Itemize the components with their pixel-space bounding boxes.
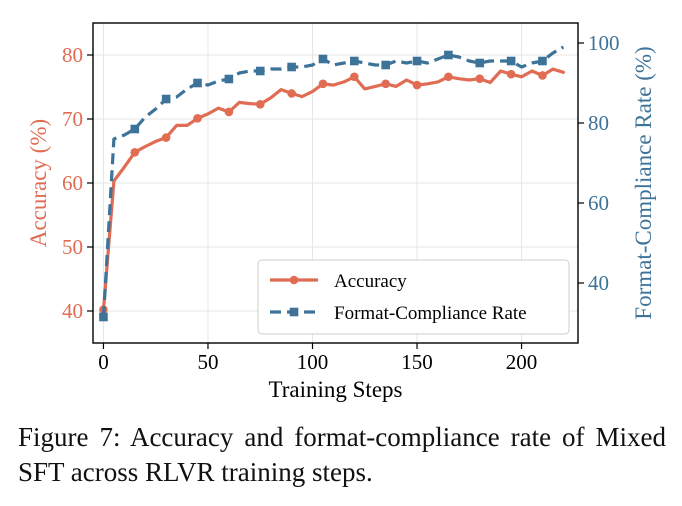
accuracy-marker: [193, 114, 202, 123]
y-right-tick-label: 80: [588, 111, 609, 135]
legend: Accuracy Format-Compliance Rate: [257, 259, 570, 335]
compliance-marker: [161, 94, 171, 104]
accuracy-marker: [161, 133, 171, 142]
compliance-marker: [318, 54, 328, 64]
y-left-tick-label: 60: [62, 171, 83, 195]
x-tick-label: 200: [506, 350, 538, 374]
y-left-tick-label: 50: [62, 235, 83, 259]
y-right-tick-label: 100: [588, 31, 620, 55]
figure-caption: Figure 7: Accuracy and format-compliance…: [18, 420, 666, 490]
chart-svg: 0 50 100 150 200 40 50 60 70 80 40 60 80 100 Training …: [26, 22, 656, 402]
y-left-tick-label: 40: [62, 299, 83, 323]
chart-figure: 0 50 100 150 200 40 50 60 70 80 40 60 80 100 Training …: [26, 22, 656, 402]
y-left-tick-label: 70: [62, 107, 83, 131]
accuracy-marker: [255, 99, 265, 109]
compliance-marker: [224, 74, 234, 84]
x-tick-label: 50: [197, 350, 218, 374]
legend-compliance-marker: [289, 307, 299, 317]
accuracy-marker: [475, 74, 485, 83]
accuracy-marker: [506, 69, 516, 79]
accuracy-marker: [287, 89, 296, 98]
legend-accuracy-label: Accuracy: [334, 271, 407, 292]
accuracy-marker: [130, 147, 140, 157]
accuracy-line: [101, 67, 566, 312]
accuracy-marker: [381, 79, 390, 89]
x-tick-label: 150: [401, 350, 433, 374]
accuracy-marker: [224, 107, 234, 117]
series-group: [99, 45, 566, 322]
compliance-line: [101, 45, 565, 318]
compliance-marker: [381, 60, 390, 70]
y-left-axis-label: Accuracy (%): [26, 119, 51, 247]
compliance-marker: [130, 124, 140, 134]
compliance-marker: [350, 56, 359, 66]
legend-accuracy-marker: [289, 275, 299, 285]
legend-compliance-label: Format-Compliance Rate: [334, 303, 527, 324]
accuracy-marker: [538, 71, 547, 80]
caption-label: Figure 7:: [18, 422, 121, 452]
compliance-marker: [255, 66, 265, 76]
y-right-tick-label: 60: [588, 191, 609, 215]
caption-text: Accuracy and format-compliance rate of M…: [18, 422, 667, 487]
y-left-tick-label: 80: [62, 43, 83, 67]
accuracy-marker: [318, 79, 328, 89]
x-tick-label: 100: [297, 350, 329, 374]
compliance-marker: [193, 78, 202, 88]
accuracy-marker: [444, 72, 453, 82]
compliance-marker: [287, 62, 296, 72]
compliance-marker: [506, 56, 516, 66]
compliance-marker: [538, 56, 547, 66]
accuracy-marker: [350, 72, 359, 82]
compliance-marker: [99, 312, 108, 322]
y-right-axis-label: Format-Compliance Rate (%): [631, 46, 656, 319]
x-axis-label: Training Steps: [269, 377, 403, 402]
y-right-tick-label: 40: [588, 271, 609, 295]
compliance-marker: [475, 58, 485, 68]
compliance-marker: [444, 50, 453, 60]
accuracy-marker: [412, 80, 422, 90]
x-tick-label: 0: [98, 350, 109, 374]
legend-box: [257, 259, 570, 335]
compliance-marker: [412, 56, 422, 66]
